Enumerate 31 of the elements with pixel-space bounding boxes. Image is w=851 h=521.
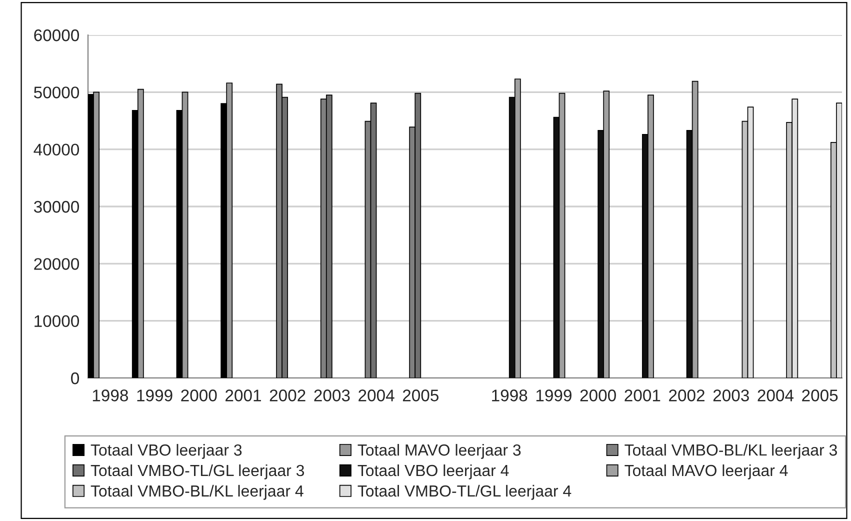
y-tick-label: 40000 xyxy=(34,144,80,156)
legend-label: Totaal VMBO-BL/KL leerjaar 3 xyxy=(624,444,837,459)
legend-label: Totaal VBO leerjaar 4 xyxy=(358,464,509,480)
legend-label: Totaal VMBO-TL/GL leerjaar 4 xyxy=(358,484,572,500)
y-tick-label: 0 xyxy=(71,372,80,384)
x-tick-label: 2005 xyxy=(402,390,438,402)
x-tick-label: 2001 xyxy=(624,390,660,402)
x-tick-label: 2004 xyxy=(358,390,394,402)
x-tick-label: 2004 xyxy=(758,390,794,402)
x-tick-label: 1999 xyxy=(536,390,572,402)
legend-label: Totaal VMBO-TL/GL leerjaar 3 xyxy=(90,464,304,480)
y-tick-label: 30000 xyxy=(34,200,80,213)
y-tick-label: 10000 xyxy=(34,315,80,328)
x-tick-label: 2001 xyxy=(226,390,261,402)
x-tick-label: 2000 xyxy=(181,390,217,402)
y-tick-label: 50000 xyxy=(34,86,80,98)
x-tick-label: 2003 xyxy=(713,390,749,402)
legend-label: Totaal MAVO leerjaar 3 xyxy=(358,444,521,459)
legend-label: Totaal VBO leerjaar 3 xyxy=(90,444,242,459)
y-tick-label: 20000 xyxy=(34,258,80,270)
y-tick-label: 60000 xyxy=(34,29,80,42)
legend-label: Totaal MAVO leerjaar 4 xyxy=(624,464,788,480)
x-tick-label: 2000 xyxy=(580,390,616,402)
x-tick-label: 2005 xyxy=(802,390,838,402)
legend-label: Totaal VMBO-BL/KL leerjaar 4 xyxy=(90,484,304,500)
x-tick-label: 1998 xyxy=(492,390,528,402)
x-tick-label: 1998 xyxy=(92,390,128,402)
x-tick-label: 2003 xyxy=(314,390,350,402)
x-tick-label: 2002 xyxy=(669,390,704,402)
x-tick-label: 1999 xyxy=(137,390,172,402)
x-tick-label: 2002 xyxy=(270,390,306,402)
